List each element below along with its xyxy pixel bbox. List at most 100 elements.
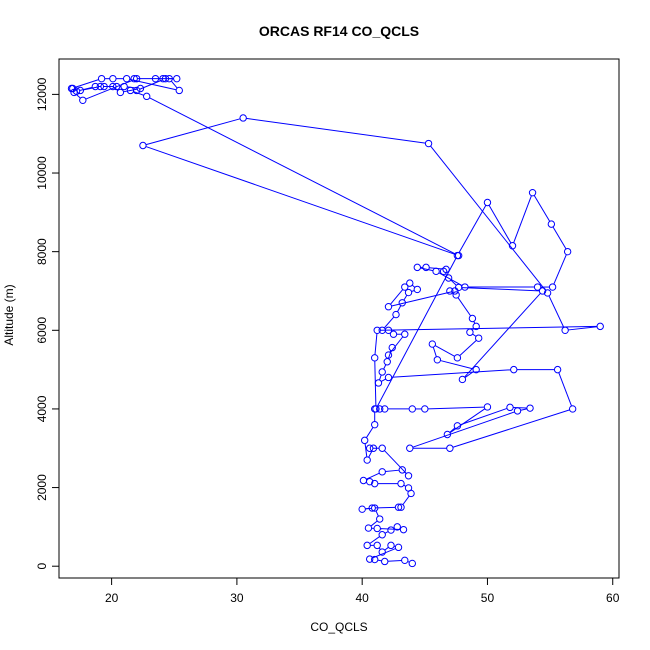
data-point — [130, 74, 138, 83]
series-segment — [464, 293, 541, 378]
series-segment — [384, 531, 389, 534]
series-segment — [381, 378, 386, 382]
data-point — [378, 326, 386, 334]
series-segment — [375, 506, 396, 509]
data-point — [365, 444, 374, 452]
series-segment — [145, 146, 456, 256]
data-point — [439, 267, 448, 276]
data-point — [161, 74, 170, 83]
data-point — [446, 444, 454, 452]
y-axis: 0 2000 4000 6000 8000 10000 12000 — [35, 77, 60, 570]
data-point — [122, 74, 131, 83]
data-point — [372, 405, 380, 413]
series-segment — [568, 326, 598, 331]
series-segment — [472, 333, 477, 337]
series-segment — [385, 469, 400, 473]
data-point — [596, 322, 604, 331]
data-point — [452, 291, 460, 299]
series-segment — [383, 364, 387, 370]
data-point — [79, 96, 87, 104]
x-tick-label: 20 — [105, 591, 119, 605]
series-segment — [383, 316, 395, 329]
data-point — [139, 141, 147, 150]
data-point — [408, 559, 416, 568]
data-point — [413, 263, 421, 272]
data-point — [528, 188, 537, 197]
data-point — [444, 274, 453, 282]
series-segment — [520, 408, 528, 411]
data-point — [548, 283, 557, 291]
series-segment — [403, 295, 408, 301]
data-point — [67, 84, 76, 93]
data-point — [371, 479, 379, 488]
x-tick-label: 50 — [481, 591, 495, 605]
series-segment — [170, 80, 178, 89]
series-segment — [438, 272, 463, 286]
data-point — [109, 74, 117, 83]
data-point — [364, 524, 373, 532]
data-point — [568, 405, 577, 413]
data-point — [136, 84, 145, 93]
data-point — [424, 139, 433, 148]
data-point — [142, 92, 151, 101]
data-point — [432, 267, 440, 276]
data-point — [483, 198, 492, 207]
data-point — [472, 322, 480, 331]
data-point — [239, 114, 247, 122]
x-tick-label: 60 — [606, 591, 620, 605]
data-point — [401, 556, 409, 565]
series-segment — [548, 295, 565, 328]
data-point — [388, 343, 396, 352]
data-point — [399, 525, 408, 534]
data-point — [159, 74, 167, 83]
series-segment — [246, 117, 426, 144]
data-point — [453, 422, 462, 430]
series-segment — [432, 346, 437, 357]
data-point — [421, 405, 429, 413]
data-point — [406, 444, 414, 452]
data-point — [358, 505, 366, 513]
x-tick-label: 30 — [230, 591, 244, 605]
data-point — [393, 523, 401, 531]
data-point — [387, 541, 395, 550]
y-tick-label: 0 — [35, 563, 49, 570]
series-segment — [364, 443, 368, 457]
series-segment — [450, 279, 457, 286]
series-segment — [369, 536, 380, 544]
series-segment — [374, 333, 378, 355]
series-segment — [129, 78, 177, 91]
series-segment — [380, 528, 401, 530]
data-point — [373, 524, 381, 533]
data-point — [378, 468, 386, 476]
series-segment — [387, 559, 402, 562]
series-segment — [488, 205, 512, 244]
series-segment — [123, 88, 138, 93]
data-point — [378, 368, 386, 376]
data-point — [384, 373, 393, 382]
data-point — [406, 279, 414, 287]
data-point — [91, 82, 100, 91]
series-segment — [459, 339, 477, 357]
data-point — [526, 404, 534, 412]
data-point — [443, 430, 452, 439]
data-point — [371, 354, 379, 362]
data-point — [389, 330, 398, 338]
data-point — [398, 299, 406, 307]
data-point — [401, 330, 409, 338]
data-point — [413, 285, 421, 294]
series-segment — [449, 427, 456, 433]
series-segment — [377, 559, 382, 562]
data-point — [371, 555, 379, 564]
data-point — [359, 476, 368, 485]
series-segment — [452, 409, 570, 448]
series-segment — [533, 195, 551, 222]
data-point — [173, 74, 181, 83]
data-point — [381, 557, 389, 566]
data-point — [483, 403, 492, 411]
series-segment — [368, 450, 373, 458]
data-point — [373, 541, 381, 550]
series-segment — [83, 86, 98, 91]
data-point — [365, 555, 374, 563]
series-segment — [370, 520, 378, 527]
